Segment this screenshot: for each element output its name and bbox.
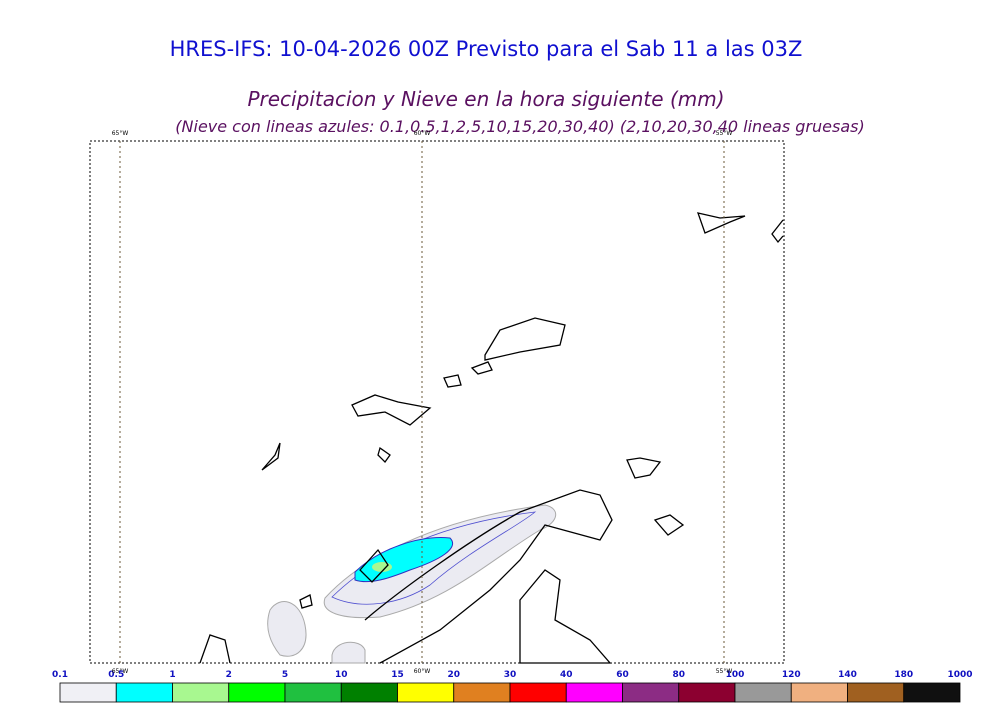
note: (Nieve con lineas azules: 0.1,0.5,1,2,5,… xyxy=(175,117,864,136)
coastlines xyxy=(199,212,784,664)
colorbar-label: 1 xyxy=(169,670,175,680)
meridian-label: 65°W xyxy=(112,668,129,675)
precip-light xyxy=(267,601,307,657)
colorbar-label: 120 xyxy=(782,670,801,680)
meridian-label: 60°W xyxy=(414,668,431,675)
colorbar-label: 15 xyxy=(391,670,404,680)
colorbar-label: 140 xyxy=(838,670,857,680)
meridian-label: 65°W xyxy=(112,130,129,137)
map-area xyxy=(89,140,785,664)
colorbar-swatch xyxy=(903,682,961,703)
meridian-label: 60°W xyxy=(414,130,431,137)
colorbar-swatch xyxy=(678,682,736,703)
colorbar-swatch xyxy=(565,682,623,703)
colorbar-swatch xyxy=(847,682,905,703)
colorbar: 0.1 0.5 1 2 5 10 15 20 30 40 60 80 100 120 140 180 1000 xyxy=(52,670,973,703)
colorbar-label: 20 xyxy=(447,670,460,680)
colorbar-label: 30 xyxy=(504,670,517,680)
colorbar-swatch xyxy=(172,682,230,703)
precip-light xyxy=(331,641,366,664)
precip-light xyxy=(323,504,557,619)
colorbar-label: 0.5 xyxy=(108,670,124,680)
colorbar-swatch xyxy=(453,682,511,703)
colorbar-swatch xyxy=(790,682,848,703)
colorbar-swatch xyxy=(59,682,117,703)
colorbar-swatch xyxy=(228,682,286,703)
meridian-label: 55°W xyxy=(716,130,733,137)
colorbar-swatch xyxy=(622,682,680,703)
colorbar-label: 40 xyxy=(560,670,573,680)
precipitation xyxy=(267,504,557,664)
title: HRES-IFS: 10-04-2026 00Z Previsto para e… xyxy=(170,37,803,61)
colorbar-label: 1000 xyxy=(947,670,972,680)
colorbar-swatch xyxy=(509,682,567,703)
colorbar-label: 0.1 xyxy=(52,670,68,680)
colorbar-label: 5 xyxy=(282,670,288,680)
colorbar-swatch xyxy=(340,682,398,703)
colorbar-swatch xyxy=(734,682,792,703)
colorbar-swatch xyxy=(284,682,342,703)
colorbar-label: 2 xyxy=(226,670,232,680)
colorbar-label: 80 xyxy=(672,670,685,680)
colorbar-swatch xyxy=(397,682,455,703)
colorbar-swatch xyxy=(115,682,173,703)
colorbar-label: 100 xyxy=(726,670,745,680)
colorbar-label: 10 xyxy=(335,670,348,680)
subtitle: Precipitacion y Nieve en la hora siguien… xyxy=(247,87,724,111)
meridian-label: 55°W xyxy=(716,668,733,675)
colorbar-label: 60 xyxy=(616,670,629,680)
colorbar-label: 180 xyxy=(894,670,913,680)
